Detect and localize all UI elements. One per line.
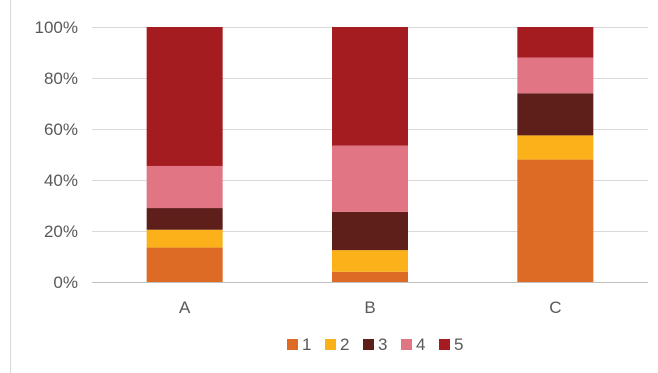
y-tick-label: 100% — [35, 18, 78, 37]
legend-label: 5 — [454, 335, 463, 354]
bar-segment-series-3 — [517, 93, 594, 136]
legend-label: 3 — [378, 335, 387, 354]
bar-stacks — [146, 27, 594, 282]
y-axis-tick-labels: 0% 20% 40% 60% 80% 100% — [35, 18, 78, 292]
legend-swatch — [325, 339, 336, 350]
legend-label: 2 — [340, 335, 349, 354]
x-axis-category-labels: A B C — [179, 298, 561, 317]
x-category-label: B — [364, 298, 375, 317]
legend-swatch — [439, 339, 450, 350]
y-tick-label: 40% — [44, 171, 78, 190]
bar-segment-series-4 — [146, 165, 223, 209]
bar-segment-series-2 — [517, 135, 594, 160]
bar-segment-series-5 — [332, 27, 408, 146]
x-category-label: A — [179, 298, 191, 317]
bar-segment-series-3 — [332, 211, 408, 251]
bar-segment-series-1 — [146, 247, 223, 282]
bar-segment-series-4 — [332, 145, 408, 212]
bar-segment-series-2 — [146, 229, 223, 248]
legend-label: 1 — [302, 335, 311, 354]
y-tick-label: 60% — [44, 120, 78, 139]
bar-segment-series-1 — [517, 159, 594, 282]
y-tick-label: 20% — [44, 222, 78, 241]
legend: 1 2 3 4 5 — [287, 335, 463, 354]
bar-segment-series-2 — [332, 250, 408, 272]
bar-segment-series-4 — [517, 57, 594, 94]
legend-swatch — [401, 339, 412, 350]
y-tick-label: 0% — [53, 273, 78, 292]
bar-segment-series-5 — [146, 27, 223, 166]
legend-label: 4 — [416, 335, 425, 354]
y-tick-label: 80% — [44, 69, 78, 88]
x-category-label: C — [549, 298, 561, 317]
bar-segment-series-5 — [517, 27, 594, 58]
bar-segment-series-1 — [332, 271, 408, 282]
legend-swatch — [363, 339, 374, 350]
bar-segment-series-3 — [146, 208, 223, 230]
legend-swatch — [287, 339, 298, 350]
